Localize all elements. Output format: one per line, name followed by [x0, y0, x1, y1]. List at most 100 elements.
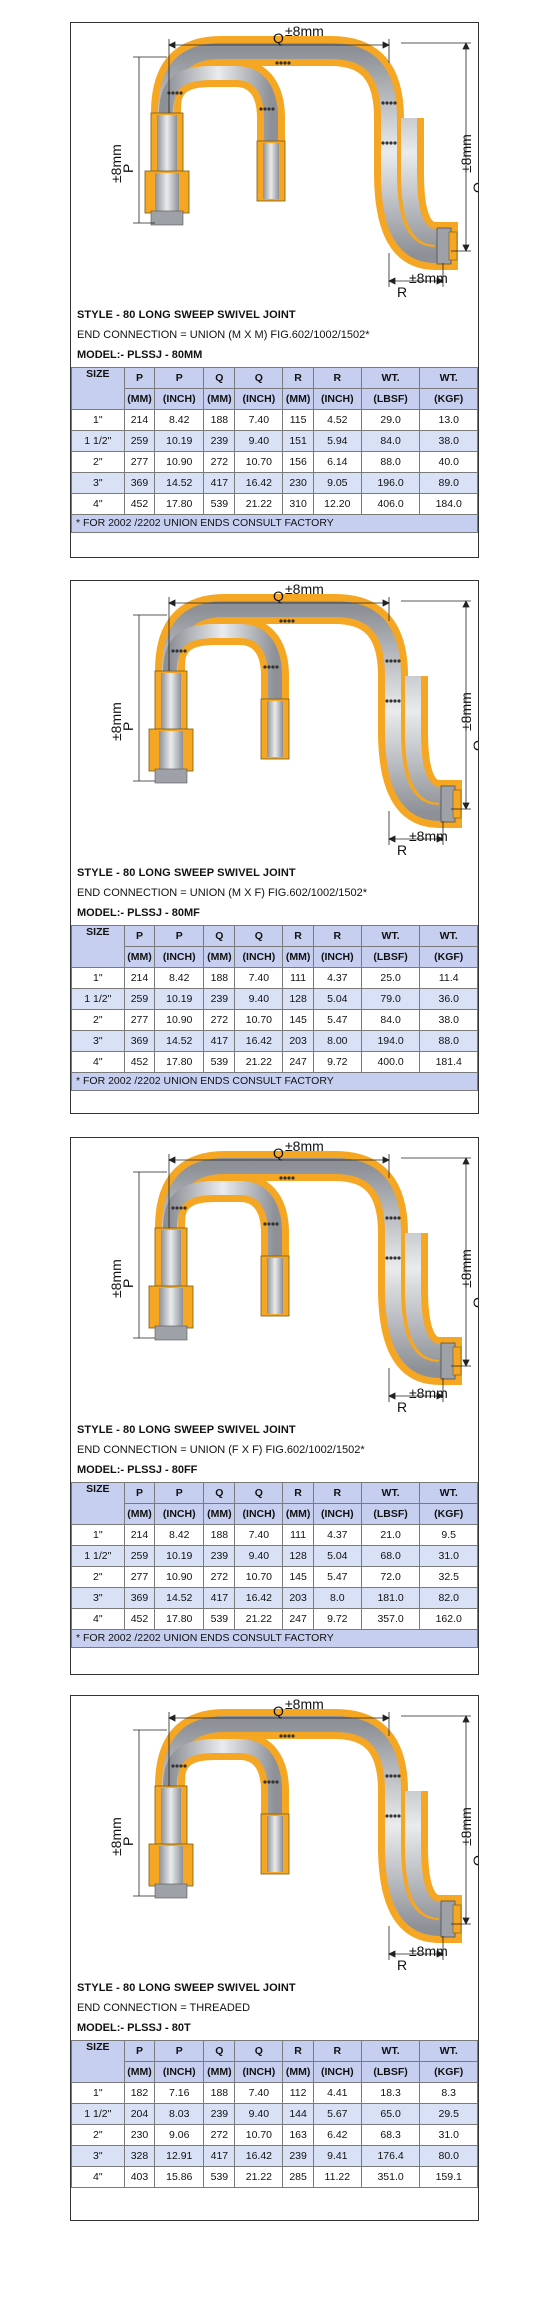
- value-cell: 452: [123, 493, 156, 515]
- q-right-tolerance-label: ±8mm: [458, 1807, 474, 1846]
- column-unit: (LBSF): [360, 2061, 421, 2083]
- column-header: R: [282, 925, 314, 947]
- value-cell: 239: [203, 430, 236, 452]
- column-unit: (INCH): [154, 946, 205, 968]
- value-cell: 5.47: [312, 1009, 362, 1031]
- value-cell: 29.0: [360, 409, 421, 431]
- column-header: WT.: [419, 2040, 478, 2062]
- value-cell: 351.0: [360, 2166, 421, 2188]
- column-unit: (INCH): [312, 1503, 362, 1525]
- column-header: WT.: [419, 1482, 478, 1504]
- value-cell: 9.40: [234, 2103, 284, 2125]
- value-cell: 400.0: [360, 1051, 421, 1073]
- size-cell: 3": [71, 472, 125, 494]
- column-unit: (MM): [123, 946, 156, 968]
- table-row: 3" 328 12.91 417 16.42 239 9.41 176.4 80.0: [71, 2145, 478, 2167]
- table-units-row: (MM) (INCH) (MM) (INCH) (MM) (INCH) (LBSF) (KGF…: [72, 388, 478, 410]
- value-cell: 15.86: [154, 2166, 205, 2188]
- value-cell: 10.90: [154, 451, 205, 473]
- value-cell: 184.0: [419, 493, 478, 515]
- q-right-dimension-label: Q: [470, 1297, 478, 1308]
- column-header: R: [282, 2040, 314, 2062]
- column-header: R: [282, 1482, 314, 1504]
- value-cell: 272: [203, 1009, 236, 1031]
- value-cell: 5.04: [312, 1545, 362, 1567]
- value-cell: 277: [123, 1566, 156, 1588]
- value-cell: 6.14: [312, 451, 362, 473]
- value-cell: 10.90: [154, 1009, 205, 1031]
- value-cell: 82.0: [419, 1587, 478, 1609]
- value-cell: 10.70: [234, 451, 284, 473]
- value-cell: 452: [123, 1051, 156, 1073]
- size-cell: 4": [71, 1608, 125, 1630]
- column-header: Q: [203, 367, 236, 389]
- value-cell: 21.22: [234, 1608, 284, 1630]
- column-header: P: [123, 925, 156, 947]
- value-cell: 8.3: [419, 2082, 478, 2104]
- column-unit: (INCH): [234, 946, 284, 968]
- value-cell: 151: [282, 430, 314, 452]
- q-right-tolerance-label: ±8mm: [458, 134, 474, 173]
- column-unit: (KGF): [419, 2061, 478, 2083]
- size-cell: 4": [71, 493, 125, 515]
- p-tolerance-label: ±8mm: [108, 702, 124, 741]
- value-cell: 203: [282, 1587, 314, 1609]
- column-unit: (MM): [203, 946, 236, 968]
- column-header: R: [312, 1482, 362, 1504]
- value-cell: 8.03: [154, 2103, 205, 2125]
- table-row: 2" 277 10.90 272 10.70 145 5.47 84.0 38.0: [71, 1009, 478, 1031]
- value-cell: 182: [123, 2082, 156, 2104]
- value-cell: 406.0: [360, 493, 421, 515]
- q-right-dimension-label: Q: [470, 1855, 478, 1866]
- table-row: 4" 403 15.86 539 21.22 285 11.22 351.0 159.1: [71, 2166, 478, 2188]
- table-row: 4" 452 17.80 539 21.22 247 9.72 400.0 181.4: [71, 1051, 478, 1073]
- value-cell: 214: [123, 409, 156, 431]
- value-cell: 176.4: [360, 2145, 421, 2167]
- table-units-row: (MM) (INCH) (MM) (INCH) (MM) (INCH) (LBSF) (KGF…: [72, 946, 478, 968]
- value-cell: 7.16: [154, 2082, 205, 2104]
- column-unit: (MM): [282, 2061, 314, 2083]
- value-cell: 128: [282, 1545, 314, 1567]
- value-cell: 144: [282, 2103, 314, 2125]
- value-cell: 4.37: [312, 1524, 362, 1546]
- style-title: STYLE - 80 LONG SWEEP SWIVEL JOINT: [77, 1982, 296, 1994]
- size-cell: 1 1/2": [71, 1545, 125, 1567]
- table-header-row: SIZE P P Q Q R R WT. WT.: [71, 1482, 478, 1525]
- value-cell: 239: [203, 988, 236, 1010]
- column-unit: (INCH): [312, 388, 362, 410]
- size-cell: 1": [71, 409, 125, 431]
- column-header: SIZE: [71, 925, 125, 968]
- column-unit: (INCH): [154, 1503, 205, 1525]
- model-number: MODEL:- PLSSJ - 80MM: [77, 349, 203, 361]
- column-header: P: [123, 2040, 156, 2062]
- column-header: WT.: [419, 925, 478, 947]
- column-unit: (INCH): [234, 388, 284, 410]
- column-header: SIZE: [71, 1482, 125, 1525]
- value-cell: 145: [282, 1009, 314, 1031]
- value-cell: 16.42: [234, 1030, 284, 1052]
- value-cell: 277: [123, 1009, 156, 1031]
- size-cell: 2": [71, 1566, 125, 1588]
- value-cell: 12.20: [312, 493, 362, 515]
- p-tolerance-label: ±8mm: [108, 144, 124, 183]
- table-row: 1" 214 8.42 188 7.40 111 4.37 21.0 9.5: [71, 1524, 478, 1546]
- q-tolerance-label: ±8mm: [285, 1696, 324, 1712]
- column-header: P: [154, 367, 205, 389]
- q-tolerance-label: ±8mm: [285, 1138, 324, 1154]
- value-cell: 10.19: [154, 1545, 205, 1567]
- column-unit: (INCH): [154, 2061, 205, 2083]
- r-dimension-label: R: [397, 1957, 407, 1973]
- column-unit: (MM): [203, 2061, 236, 2083]
- q-right-dimension-label: Q: [470, 182, 478, 193]
- value-cell: 10.70: [234, 1009, 284, 1031]
- size-cell: 1 1/2": [71, 430, 125, 452]
- value-cell: 14.52: [154, 472, 205, 494]
- value-cell: 539: [203, 1608, 236, 1630]
- column-unit: (LBSF): [360, 388, 421, 410]
- p-tolerance-label: ±8mm: [108, 1259, 124, 1298]
- column-header: P: [154, 1482, 205, 1504]
- table-units-row: (MM) (INCH) (MM) (INCH) (MM) (INCH) (LBSF) (KGF…: [72, 1503, 478, 1525]
- value-cell: 12.91: [154, 2145, 205, 2167]
